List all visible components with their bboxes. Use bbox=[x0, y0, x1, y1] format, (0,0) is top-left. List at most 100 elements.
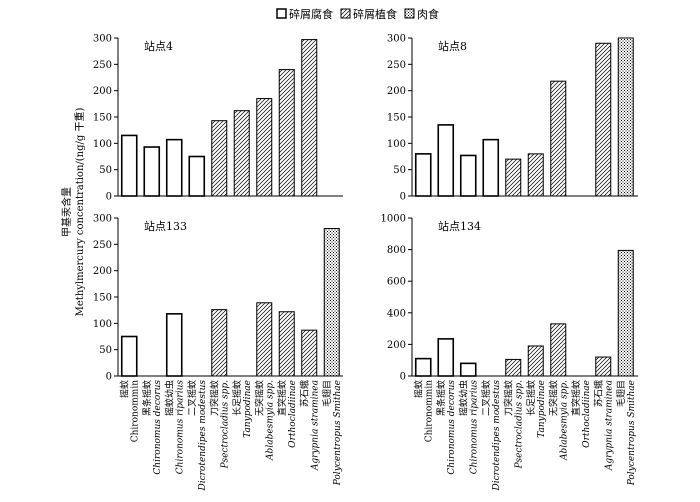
y-tick-label: 150 bbox=[93, 293, 112, 304]
category-label-cn: 刀突摇蚊 bbox=[208, 380, 220, 416]
bar-3 bbox=[459, 154, 477, 197]
category-label-en: Chironommin bbox=[424, 380, 434, 442]
y-tick-label: 100 bbox=[93, 139, 112, 150]
category-label-en: Orthocladiinae bbox=[288, 380, 298, 448]
category-label-cn: 长足摇蚊 bbox=[231, 380, 243, 416]
bar-10 bbox=[617, 249, 634, 377]
category-label-en: Psectrocladius spp. bbox=[220, 380, 230, 469]
category-label-en: Tanypodinae bbox=[243, 380, 253, 438]
bar-3 bbox=[165, 138, 183, 197]
category-label-en: Ablabesmyia spp. bbox=[559, 380, 569, 461]
bar-6 bbox=[233, 110, 250, 197]
panel-title: 站点8 bbox=[438, 39, 467, 53]
y-tick-label: 300 bbox=[93, 214, 112, 225]
y-tick-label: 300 bbox=[387, 34, 406, 45]
category-label-en: Orthocladiinae bbox=[582, 380, 592, 448]
y-tick-label: 250 bbox=[387, 60, 406, 71]
category-label-cn: 黑条摇蚊 bbox=[141, 380, 153, 416]
category-label-cn: 摇蚊幼虫 bbox=[457, 380, 469, 416]
category-label-en: Chironommin bbox=[130, 380, 140, 442]
category-label-cn: 长足摇蚊 bbox=[525, 380, 537, 416]
y-tick-label: 150 bbox=[93, 113, 112, 124]
bar-1 bbox=[414, 153, 432, 197]
y-tick-label: 50 bbox=[99, 165, 112, 176]
y-tick-label: 0 bbox=[400, 372, 406, 383]
bar-7 bbox=[550, 323, 567, 377]
category-label-en: Dicrotendipes modestus bbox=[198, 380, 208, 492]
bar-9 bbox=[301, 329, 318, 377]
y-tick-label: 600 bbox=[387, 277, 406, 288]
bar-6 bbox=[527, 345, 544, 377]
legend-label-carnivore: 肉食 bbox=[417, 7, 439, 21]
y-tick-label: 250 bbox=[93, 60, 112, 71]
chart-panel-3: 0 50 100 150 200 250 300 站点133 摇蚊 Chironommin 黑条摇蚊… bbox=[93, 214, 343, 492]
y-tick-label: 250 bbox=[93, 240, 112, 251]
bar-1 bbox=[120, 134, 138, 197]
category-label-en: Dicrotendipes modestus bbox=[492, 380, 502, 492]
legend-label-detritivore: 碎屑腐食 bbox=[289, 7, 333, 21]
category-label-cn: 直突摇蚊 bbox=[570, 380, 582, 416]
category-label-en: Agrypnia straminea bbox=[310, 380, 320, 471]
legend-swatch-carnivore bbox=[404, 8, 415, 19]
y-tick-label: 0 bbox=[106, 192, 112, 203]
bar-5 bbox=[505, 158, 522, 197]
legend: 碎屑腐食 碎屑植食 肉食 bbox=[276, 7, 439, 21]
y-tick-label: 100 bbox=[387, 139, 406, 150]
category-label-cn: 黑条摇蚊 bbox=[435, 380, 447, 416]
category-label-en: Chironomus decorus bbox=[153, 380, 163, 475]
bar-8 bbox=[278, 69, 295, 197]
y-axis-label-en: Methylmercury concentration/(ng/g 干重) bbox=[73, 108, 86, 317]
category-label-cn: 刀突摇蚊 bbox=[502, 380, 514, 416]
category-label-cn: 二叉摇蚊 bbox=[186, 380, 198, 416]
panel-title: 站点4 bbox=[144, 39, 173, 53]
y-tick-label: 0 bbox=[400, 192, 406, 203]
panel-title: 站点133 bbox=[144, 219, 187, 233]
y-tick-label: 800 bbox=[387, 245, 406, 256]
y-tick-label: 300 bbox=[93, 34, 112, 45]
bar-1 bbox=[414, 357, 432, 377]
y-tick-label: 200 bbox=[387, 340, 406, 351]
y-axis-label-cn: 甲基汞含量 bbox=[60, 187, 73, 237]
category-label-en: Chironomus riparius bbox=[469, 380, 479, 475]
bar-10 bbox=[323, 228, 340, 377]
category-label-cn: 苏石蛾 bbox=[298, 380, 310, 407]
y-tick-label: 50 bbox=[99, 345, 112, 356]
y-tick-label: 150 bbox=[387, 113, 406, 124]
category-label-cn: 摇蚊 bbox=[412, 380, 424, 398]
bar-7 bbox=[256, 98, 273, 197]
bar-2 bbox=[143, 146, 161, 197]
y-tick-label: 50 bbox=[393, 165, 406, 176]
bar-3 bbox=[459, 362, 477, 377]
legend-swatch-detritivore bbox=[276, 8, 287, 19]
bar-2 bbox=[437, 338, 455, 377]
bar-1 bbox=[120, 335, 138, 377]
category-label-en: Ablabesmyia spp. bbox=[265, 380, 275, 461]
y-tick-label: 200 bbox=[93, 266, 112, 277]
bar-8 bbox=[278, 311, 295, 377]
category-label-cn: 毛翅目 bbox=[321, 380, 333, 407]
y-tick-label: 100 bbox=[93, 319, 112, 330]
category-label-cn: 毛翅目 bbox=[615, 380, 627, 407]
category-label-cn: 苏石蛾 bbox=[592, 380, 604, 407]
category-label-cn: 摇蚊 bbox=[118, 380, 130, 398]
category-label-en: Chironomus riparius bbox=[175, 380, 185, 475]
bar-9 bbox=[595, 42, 612, 197]
bar-4 bbox=[482, 138, 500, 197]
bar-5 bbox=[211, 309, 228, 377]
category-label-en: Polycentropus Smithae bbox=[627, 380, 637, 486]
bar-9 bbox=[301, 39, 318, 197]
bar-5 bbox=[505, 358, 522, 377]
legend-swatch-herbivore bbox=[340, 8, 351, 19]
y-tick-label: 400 bbox=[387, 308, 406, 319]
category-label-en: Tanypodinae bbox=[537, 380, 547, 438]
bar-7 bbox=[550, 80, 567, 197]
bar-5 bbox=[211, 120, 228, 197]
category-label-cn: 二叉摇蚊 bbox=[480, 380, 492, 416]
panel-title: 站点134 bbox=[438, 219, 481, 233]
y-tick-label: 1000 bbox=[381, 214, 406, 225]
category-label-cn: 直突摇蚊 bbox=[276, 380, 288, 416]
category-label-en: Polycentropus Smithae bbox=[333, 380, 343, 486]
category-label-cn: 无突摇蚊 bbox=[253, 380, 265, 416]
bar-7 bbox=[256, 302, 273, 377]
